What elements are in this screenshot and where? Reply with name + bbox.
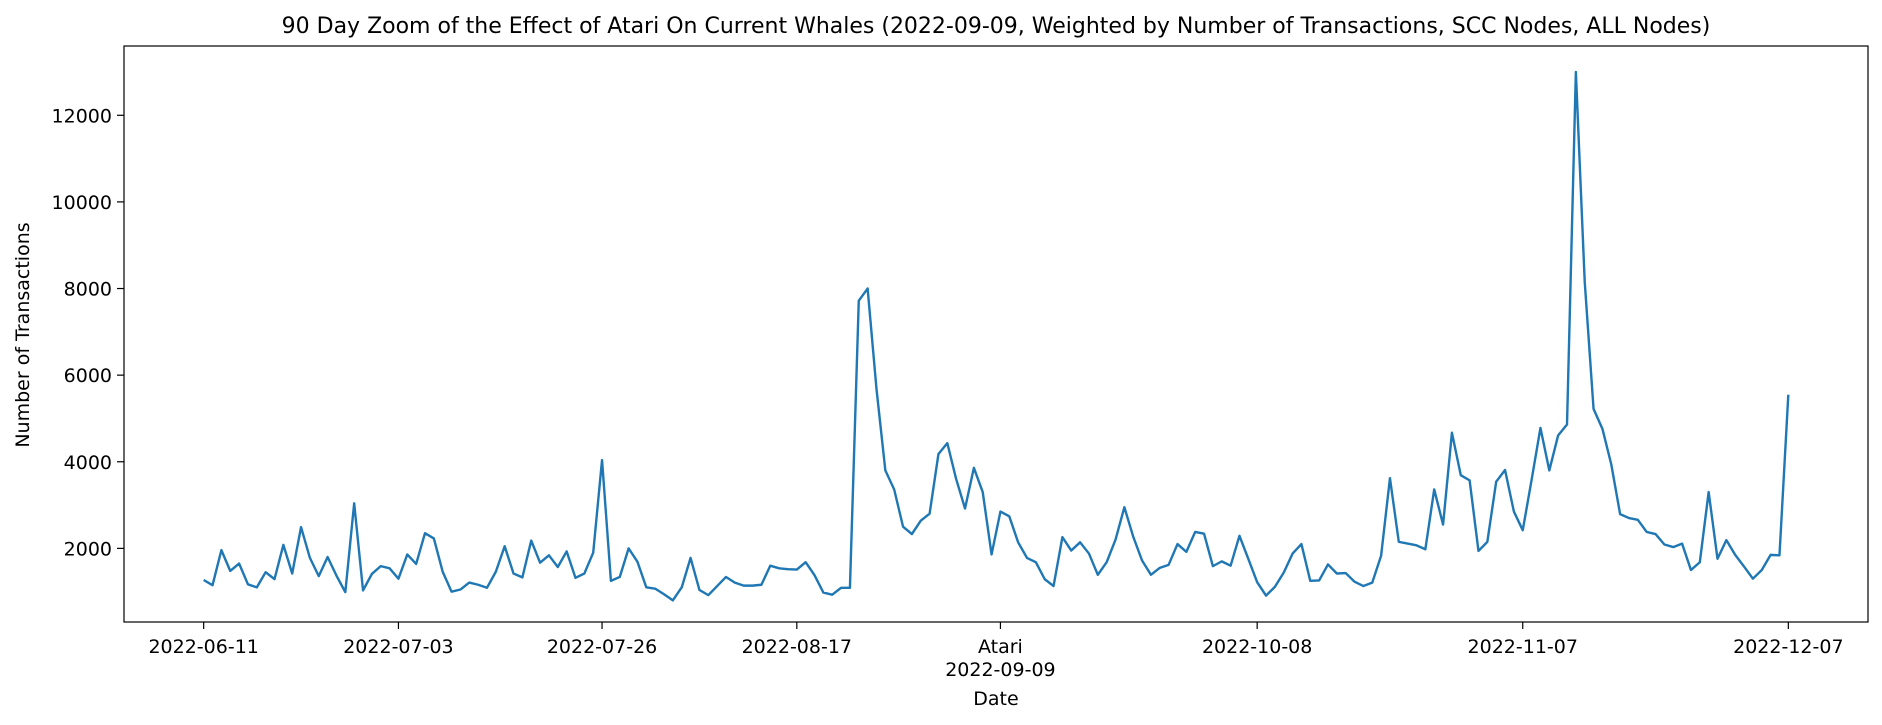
- plot-frame: [123, 45, 1869, 623]
- x-axis-label: Date: [973, 688, 1018, 710]
- y-tick-label: 12000: [52, 105, 112, 127]
- y-tick-label: 8000: [64, 279, 112, 301]
- y-axis-label: Number of Transactions: [12, 222, 34, 447]
- series-line: [203, 70, 1790, 602]
- x-axis-ticks: 2022-06-11 2022-07-03 2022-07-26 2022-08-17…: [148, 622, 1844, 681]
- y-tick-label: 6000: [64, 365, 112, 387]
- x-tick-label: 2022-12-07: [1733, 636, 1843, 658]
- chart-title: 90 Day Zoom of the Effect of Atari On Cu…: [282, 14, 1711, 39]
- x-tick-label: 2022-09-09: [945, 659, 1055, 681]
- y-tick-label: 4000: [64, 452, 112, 474]
- x-tick-label: 2022-07-03: [343, 636, 453, 658]
- y-tick-label: 10000: [52, 192, 112, 214]
- x-tick-label: 2022-08-17: [742, 636, 852, 658]
- x-tick-label: 2022-07-26: [547, 636, 657, 658]
- x-tick-label: 2022-10-08: [1202, 636, 1312, 658]
- x-tick-label: Atari: [978, 636, 1023, 658]
- x-tick-label: 2022-06-11: [148, 636, 258, 658]
- x-tick-label: 2022-11-07: [1468, 636, 1578, 658]
- y-axis-ticks: 2000 4000 6000 8000 10000 12000: [52, 105, 124, 560]
- y-tick-label: 2000: [64, 538, 112, 560]
